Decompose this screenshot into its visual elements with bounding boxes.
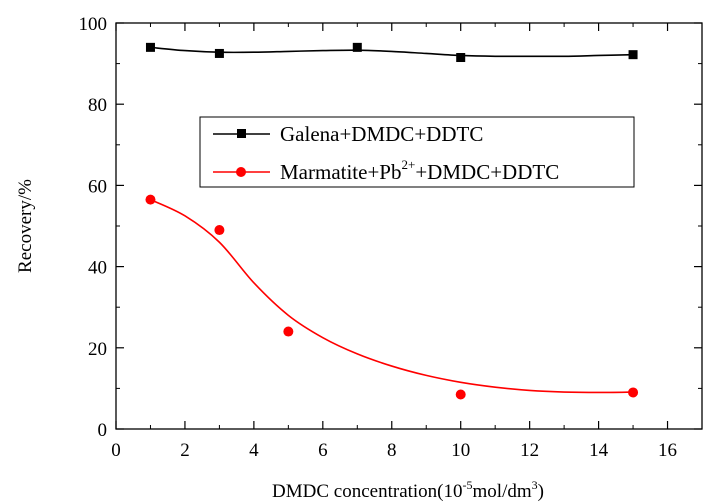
data-point-s0-0: [145, 42, 155, 52]
series-markers: [145, 42, 639, 400]
x-tick-label-12: 12: [520, 440, 539, 461]
legend: Galena+DMDC+DDTC Marmatite+Pb2++DMDC+DDT…: [199, 116, 635, 188]
data-point-s1-2: [283, 326, 294, 337]
x-tick-label-16: 16: [658, 440, 677, 461]
legend-marker-marmatite: [236, 167, 246, 177]
series-line-0: [150, 46, 634, 58]
legend-label-galena: Galena+DMDC+DDTC: [280, 122, 483, 146]
x-tick-label-10: 10: [451, 440, 470, 461]
legend-box: [199, 116, 635, 188]
x-axis-title: DMDC concentration(10-5mol/dm3): [272, 478, 544, 502]
y-tick-label-20: 20: [88, 339, 107, 360]
legend-marker-galena: [237, 129, 246, 138]
x-tick-label-8: 8: [387, 440, 397, 461]
x-tick-label-14: 14: [589, 440, 609, 461]
y-tick-label-60: 60: [88, 176, 107, 197]
plot-frame: [115, 22, 703, 430]
data-point-s1-4: [628, 387, 639, 398]
series-line-1: [150, 198, 634, 394]
y-tick-label-40: 40: [88, 258, 107, 279]
data-point-s0-3: [456, 53, 466, 63]
x-tick-label-6: 6: [318, 440, 328, 461]
data-point-s1-0: [145, 194, 156, 205]
legend-label-marmatite: Marmatite+Pb2++DMDC+DDTC: [280, 157, 559, 184]
x-tick-label-4: 4: [249, 440, 259, 461]
x-axis-ticks: 0 2 4 6 8 10 12 14 16: [111, 23, 677, 461]
y-tick-label-80: 80: [88, 95, 107, 116]
y-tick-label-100: 100: [79, 14, 108, 35]
x-tick-label-0: 0: [111, 440, 121, 461]
x-tick-label-2: 2: [180, 440, 190, 461]
plot-area-border: [115, 22, 703, 430]
data-point-s1-3: [455, 389, 466, 400]
series-curves: [150, 46, 634, 394]
y-tick-label-0: 0: [98, 420, 108, 441]
data-point-s1-1: [214, 225, 225, 236]
y-axis-title: Recovery/%: [15, 179, 36, 273]
y-axis-ticks: 0 20 40 60 80 100: [79, 14, 702, 441]
data-point-s0-4: [628, 50, 638, 60]
data-point-s0-1: [214, 48, 224, 58]
data-point-s0-2: [352, 42, 362, 52]
